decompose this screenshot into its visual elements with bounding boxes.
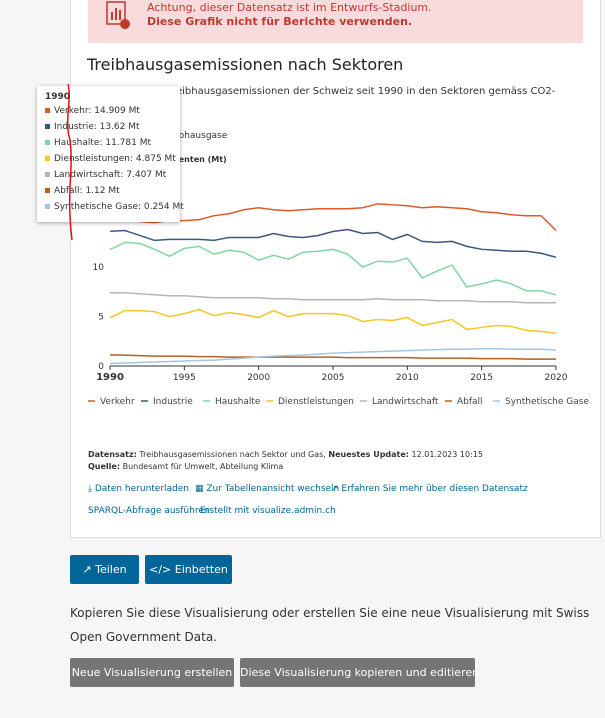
filter-text: ibhausgase (176, 131, 228, 141)
legend-label: Abfall (457, 397, 483, 407)
tooltip-text: Haushalte: 11.781 Mt (54, 138, 152, 148)
tooltip-text: Abfall: 1.12 Mt (54, 186, 120, 196)
x-tick-label: 1990 (96, 372, 124, 383)
x-tick-label: 2020 (545, 373, 568, 383)
link[interactable]: SPARQL-Abfrage ausführen (88, 506, 210, 516)
new-button[interactable]: Neue Visualisierung erstellen (70, 658, 234, 687)
series-line (109, 308, 557, 335)
warning-icon (106, 1, 130, 29)
value: Bundesamt für Umwelt, Abteilung Klima (122, 462, 284, 471)
tooltip-swatch (45, 204, 50, 209)
tooltip-row: Dienstleistungen: 4.875 Mt (45, 154, 176, 164)
series-line (109, 203, 557, 232)
legend-label: Industrie (153, 397, 193, 407)
tooltip-text: Synthetische Gase: 0.254 Mt (54, 202, 184, 212)
link[interactable]: ▦ Zur Tabellenansicht wechseln (195, 484, 340, 494)
series-line (109, 347, 557, 365)
copy-button[interactable]: Diese Visualisierung kopieren und editie… (240, 658, 479, 687)
tooltip-row: Haushalte: 11.781 Mt (45, 138, 151, 148)
x-tick-label: 1995 (173, 373, 196, 383)
series-line (109, 354, 556, 360)
legend-label: Dienstleistungen (278, 397, 354, 407)
y-tick-label: 5 (98, 313, 104, 323)
y-tick-label: 0 (98, 362, 104, 372)
tooltip-row: Verkehr: 14.909 Mt (45, 106, 140, 116)
x-tick-label: 2000 (247, 373, 270, 383)
link-text[interactable]: Zur Tabellenansicht wechseln (206, 484, 340, 494)
x-tick-label: 2010 (396, 373, 419, 383)
button-text[interactable]: Einbetten (174, 563, 228, 576)
tooltip-text: Dienstleistungen: 4.875 Mt (54, 154, 176, 164)
x-tick-label: 2005 (322, 373, 345, 383)
tooltip-row: Abfall: 1.12 Mt (45, 186, 120, 196)
value: 12.01.2023 10:15 (411, 450, 483, 459)
tooltip-swatch (45, 140, 50, 145)
series-line (109, 228, 557, 258)
description: eibhausgasemissionen der Schweiz seit 19… (176, 86, 556, 97)
legend-label: Verkehr (100, 397, 135, 407)
tooltip-swatch (45, 188, 50, 193)
warning-text: Achtung, dieser Datensatz ist im Entwurf… (147, 1, 432, 14)
meta-line: Quelle: Bundesamt für Umwelt, Abteilung … (88, 462, 283, 471)
tooltip-swatch (45, 108, 50, 113)
tooltip-text: Verkehr: 14.909 Mt (54, 106, 140, 116)
chart: 0510151990199520002005201020152020Verkeh… (88, 203, 589, 407)
legend-label: Synthetische Gase (505, 397, 589, 407)
label: Quelle: (88, 462, 121, 471)
share-button[interactable]: ↗ Teilen (70, 555, 139, 584)
link[interactable]: Erstellt mit visualize.admin.ch (200, 506, 336, 516)
label: Neuestes Update: (328, 450, 409, 459)
link-text[interactable]: Daten herunterladen (94, 484, 190, 494)
tooltip-text: Industrie: 13.62 Mt (54, 122, 140, 132)
tooltip-swatch (45, 156, 50, 161)
warning-box (88, 0, 583, 43)
cta-text: Kopieren Sie diese Visualisierung oder e… (70, 606, 590, 644)
link[interactable]: ↗ Erfahren Sie mehr über diesen Datensat… (331, 484, 528, 494)
link[interactable]: ⤓ Daten herunterladen (88, 484, 190, 494)
tooltip-text: Landwirtschaft: 7.407 Mt (54, 170, 167, 180)
link-text[interactable]: Erfahren Sie mehr über diesen Datensatz (341, 484, 528, 494)
legend-label: Haushalte (215, 397, 261, 407)
legend-label: Landwirtschaft (372, 397, 439, 407)
warning-text: Diese Grafik nicht für Berichte verwende… (147, 15, 413, 28)
chart-title: Treibhausgasemissionen nach Sektoren (87, 55, 404, 74)
meta-line: Datensatz: Treibhausgasemissionen nach S… (88, 450, 483, 459)
tooltip-row: Landwirtschaft: 7.407 Mt (45, 170, 166, 180)
series-line (109, 292, 556, 304)
pen-annotation (66, 83, 73, 241)
label: Datensatz: (88, 450, 137, 459)
button-text[interactable]: Teilen (95, 563, 127, 576)
tooltip: 1990 Verkehr: 14.909 Mt Industrie: 13.62 M… (37, 86, 184, 222)
embed-button[interactable]: </> Einbetten (145, 555, 232, 584)
tooltip-title: 1990 (45, 92, 71, 102)
tooltip-row: Synthetische Gase: 0.254 Mt (45, 202, 184, 212)
series-line (109, 241, 557, 296)
axis-unit: lenten (Mt) (176, 155, 227, 164)
x-tick-label: 2015 (470, 373, 493, 383)
tooltip-swatch (45, 124, 50, 129)
y-tick-label: 10 (93, 263, 105, 273)
tooltip-row: Industrie: 13.62 Mt (45, 122, 140, 132)
value: Treibhausgasemissionen nach Sektor und G… (139, 450, 326, 459)
tooltip-swatch (45, 172, 50, 177)
